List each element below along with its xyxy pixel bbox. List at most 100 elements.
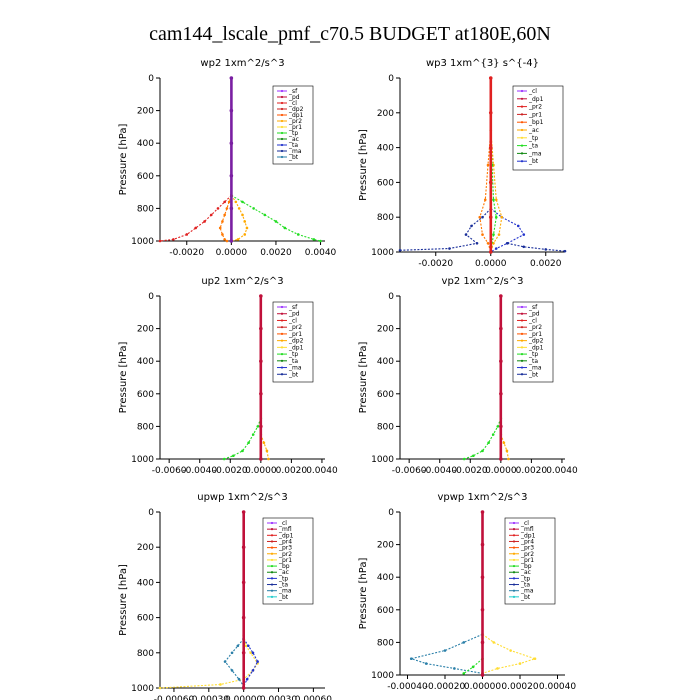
x-tick-label: -0.0060: [152, 466, 187, 476]
series-point: [481, 449, 484, 453]
series-line: [479, 130, 492, 253]
legend-marker: [270, 540, 274, 543]
panels: wp2 1xm^2/s^3 Pressure [hPa] 0 200 400 600 800…: [118, 58, 578, 700]
x-tick-label: -0.0020: [453, 466, 488, 476]
series-point: [480, 542, 485, 547]
panel-title: wp3 1xm^{3} s^{-4}: [426, 58, 539, 69]
legend-label: _pr1: [528, 331, 542, 338]
series-point: [227, 200, 231, 204]
legend-marker: [280, 137, 284, 141]
series-point: [488, 180, 493, 185]
y-tick-label: 600: [377, 606, 394, 616]
legend-marker: [520, 373, 524, 376]
legend-label: _pr2: [288, 324, 302, 331]
legend-label: _pr2: [528, 324, 542, 331]
legend-label: _tp: [528, 351, 538, 358]
x-tick-label: -0.00020: [425, 682, 466, 692]
y-tick-label: 800: [137, 204, 154, 214]
legend-marker: [280, 101, 284, 105]
legend-label: _sf: [288, 88, 298, 95]
panel-1: wp2 1xm^2/s^3 Pressure [hPa] 0 200 400 600 800…: [118, 58, 337, 258]
legend-marker: [520, 326, 524, 329]
legend-marker: [280, 326, 284, 329]
x-tick-label: -0.00030: [189, 695, 230, 700]
series-point: [236, 238, 240, 241]
legend-marker: [520, 339, 524, 342]
series-point: [488, 215, 493, 219]
series-point: [223, 213, 226, 217]
series-point: [491, 433, 495, 436]
series-point: [219, 683, 222, 686]
legend-marker: [270, 528, 274, 531]
series-point: [256, 425, 260, 428]
series-point: [409, 657, 413, 660]
series-point: [563, 249, 567, 253]
series-point: [251, 433, 255, 436]
series-point: [194, 226, 197, 230]
legend-label: _pd: [288, 94, 300, 101]
legend-marker: [520, 366, 524, 369]
legend-label: _pd: [528, 311, 540, 318]
series-point: [244, 644, 248, 648]
series-point: [225, 239, 229, 243]
series-point: [499, 457, 503, 461]
panel-2: wp3 1xm^{3} s^{-4} Pressure [hPa] 0 200 400 6…: [358, 58, 567, 269]
series-line: [482, 633, 537, 674]
y-tick-label: 400: [377, 144, 394, 154]
x-tick-label: 0.0040: [305, 248, 337, 258]
legend-marker: [520, 305, 524, 309]
legend-marker: [520, 105, 524, 108]
series-point: [486, 242, 490, 245]
legend-marker: [280, 366, 284, 369]
series-point: [494, 215, 498, 219]
legend-marker: [512, 534, 516, 537]
series-point: [499, 424, 503, 429]
legend-label: _bp: [520, 563, 532, 570]
legend-label: _pr1: [288, 124, 302, 131]
y-tick-label: 800: [137, 422, 154, 432]
x-tick-label: -0.00040: [387, 682, 428, 692]
y-axis-label: Pressure [hPa]: [118, 564, 129, 636]
legend-label: _tp: [288, 351, 298, 358]
x-tick-label: 0.00000: [225, 695, 262, 700]
series-point: [488, 76, 493, 80]
series-point: [223, 200, 226, 204]
legend-label: _pr1: [528, 111, 542, 118]
legend-marker: [512, 564, 516, 568]
series-point: [237, 207, 241, 210]
series-point: [230, 669, 234, 672]
y-axis-label: Pressure [hPa]: [358, 129, 369, 201]
series-point: [475, 242, 479, 245]
series-point: [509, 649, 512, 652]
series-point: [237, 677, 241, 681]
x-tick-label: -0.00060: [154, 695, 195, 700]
panel-title: vp2 1xm^2/s^3: [442, 276, 524, 287]
x-tick-label: 0.00030: [260, 695, 297, 700]
series-line: [464, 418, 502, 460]
y-tick-label: 0: [388, 292, 394, 302]
legend-marker: [520, 113, 524, 116]
legend-marker: [512, 528, 516, 531]
legend-marker: [512, 589, 516, 592]
legend-label: _ac: [520, 569, 531, 576]
legend-marker: [512, 577, 516, 580]
y-tick-label: 600: [137, 390, 154, 400]
series-point: [453, 667, 456, 670]
series-point: [209, 213, 213, 217]
legend-label: _ta: [278, 582, 288, 589]
legend-marker: [280, 119, 284, 123]
legend-marker: [520, 121, 524, 124]
y-tick-label: 0: [148, 74, 154, 84]
legend-marker: [512, 552, 516, 555]
series-line: [507, 242, 566, 252]
series-point: [256, 660, 259, 663]
y-tick-label: 200: [377, 109, 394, 119]
y-tick-label: 0: [148, 292, 154, 302]
x-tick-label: -0.0060: [392, 466, 427, 476]
series-point: [236, 644, 240, 648]
legend-box: [512, 85, 564, 171]
legend-marker: [520, 332, 524, 336]
series-point: [492, 242, 495, 245]
series-point: [241, 545, 246, 549]
series-point: [249, 651, 252, 655]
